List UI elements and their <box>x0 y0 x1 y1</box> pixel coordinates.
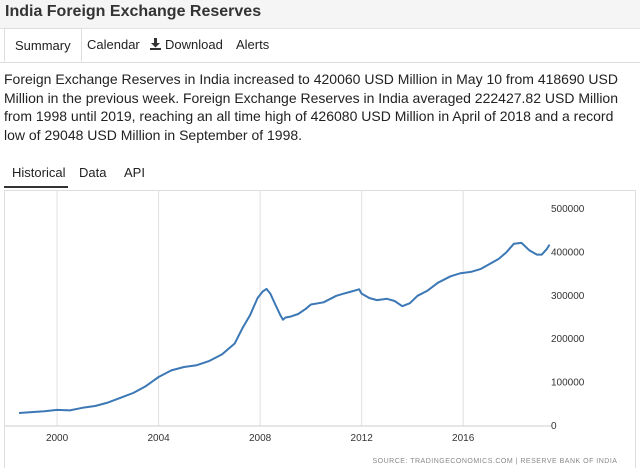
x-tick-label: 2004 <box>147 433 170 444</box>
page-title: India Foreign Exchange Reserves <box>5 3 262 20</box>
tab-download[interactable]: Download <box>150 28 223 62</box>
nav-tabs: Summary Calendar Download Alerts <box>0 28 640 63</box>
y-tick-label: 200000 <box>551 334 585 345</box>
tab-alerts[interactable]: Alerts <box>236 28 269 62</box>
tab-data-label: Data <box>79 165 107 180</box>
y-tick-label: 100000 <box>551 378 585 389</box>
tab-data[interactable]: Data <box>79 160 106 188</box>
tab-summary-label: Summary <box>15 38 71 53</box>
tab-alerts-label: Alerts <box>236 37 270 52</box>
y-tick-label: 400000 <box>551 247 585 258</box>
tab-historical-label: Historical <box>12 165 66 180</box>
y-tick-label: 500000 <box>551 204 585 215</box>
chart-source: SOURCE: TRADINGECONOMICS.COM | RESERVE B… <box>373 458 618 465</box>
title-bar: India Foreign Exchange Reserves <box>0 0 640 29</box>
y-tick-label: 0 <box>551 421 557 432</box>
y-tick-label: 300000 <box>551 291 585 302</box>
x-tick-label: 2012 <box>351 433 374 444</box>
tab-summary[interactable]: Summary <box>4 28 82 62</box>
reserves-line-chart: 2000 2004 2008 2012 2016 100000 200000 300000 4… <box>5 191 618 465</box>
chart-sub-tabs: Historical Data API <box>0 160 640 190</box>
tab-api-label: API <box>124 165 145 180</box>
series-line <box>18 241 551 414</box>
tab-api[interactable]: API <box>124 160 145 188</box>
tab-calendar-label: Calendar <box>87 37 140 52</box>
y-axis: 100000 200000 300000 400000 500000 0 <box>551 204 585 432</box>
tab-historical[interactable]: Historical <box>4 160 68 188</box>
x-tick-label: 2008 <box>249 433 272 444</box>
chart-container: 2000 2004 2008 2012 2016 100000 200000 300000 4… <box>4 190 636 468</box>
x-tick-label: 2016 <box>452 433 475 444</box>
download-icon <box>150 29 161 63</box>
description-text: Foreign Exchange Reserves in India incre… <box>4 71 619 143</box>
tab-calendar[interactable]: Calendar <box>87 28 140 62</box>
x-tick-label: 2000 <box>46 433 69 444</box>
chart-grid <box>5 191 552 427</box>
x-axis: 2000 2004 2008 2012 2016 <box>46 433 475 444</box>
tab-download-label: Download <box>165 37 223 52</box>
chart-series-layer <box>18 241 551 414</box>
